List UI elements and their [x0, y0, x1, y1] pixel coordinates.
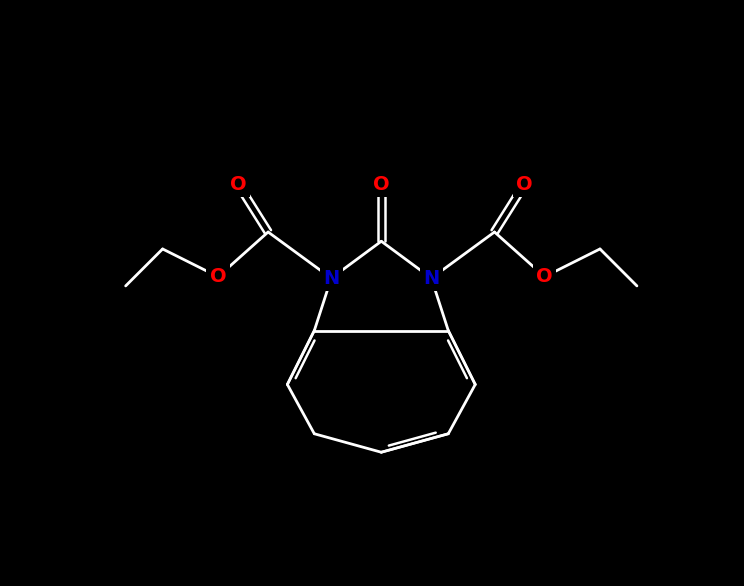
Text: N: N [423, 269, 440, 288]
Text: O: O [373, 175, 390, 194]
Text: O: O [230, 175, 246, 194]
Text: O: O [516, 175, 533, 194]
Text: O: O [210, 267, 226, 286]
Text: N: N [323, 269, 339, 288]
Text: O: O [536, 267, 553, 286]
